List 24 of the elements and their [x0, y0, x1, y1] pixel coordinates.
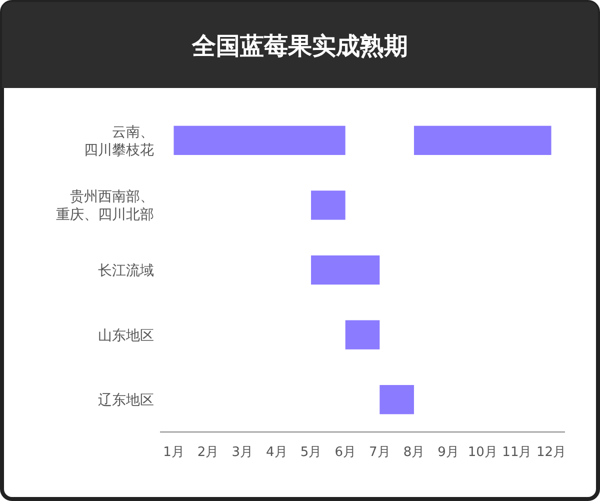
x-tick-label: 1月: [163, 445, 184, 460]
chart-title: 全国蓝莓果实成熟期: [191, 32, 408, 60]
y-tick-label: 山东地区: [98, 328, 154, 344]
x-tick-label: 7月: [369, 445, 390, 460]
bar: [174, 126, 346, 155]
bar: [380, 385, 414, 414]
x-tick-label: 11月: [502, 445, 532, 460]
x-tick-label: 12月: [536, 445, 566, 460]
x-tick-label: 3月: [232, 445, 254, 460]
bar: [311, 255, 380, 285]
x-tick-label: 2月: [197, 445, 219, 460]
bar: [345, 320, 380, 350]
x-tick-label: 8月: [403, 445, 425, 460]
y-tick-label: 辽东地区: [98, 392, 154, 409]
y-tick-label: 长江流域: [98, 263, 154, 279]
x-tick-label: 9月: [438, 445, 459, 460]
x-tick-label: 6月: [334, 445, 356, 460]
x-tick-label: 10月: [468, 445, 498, 460]
x-tick-label: 4月: [266, 445, 288, 460]
y-tick-label: 贵州西南部、重庆、四川北部: [56, 189, 154, 224]
y-tick-label: 云南、四川攀枝花: [84, 124, 154, 158]
bar: [414, 126, 552, 155]
x-tick-label: 5月: [300, 445, 322, 460]
bar: [311, 190, 346, 220]
